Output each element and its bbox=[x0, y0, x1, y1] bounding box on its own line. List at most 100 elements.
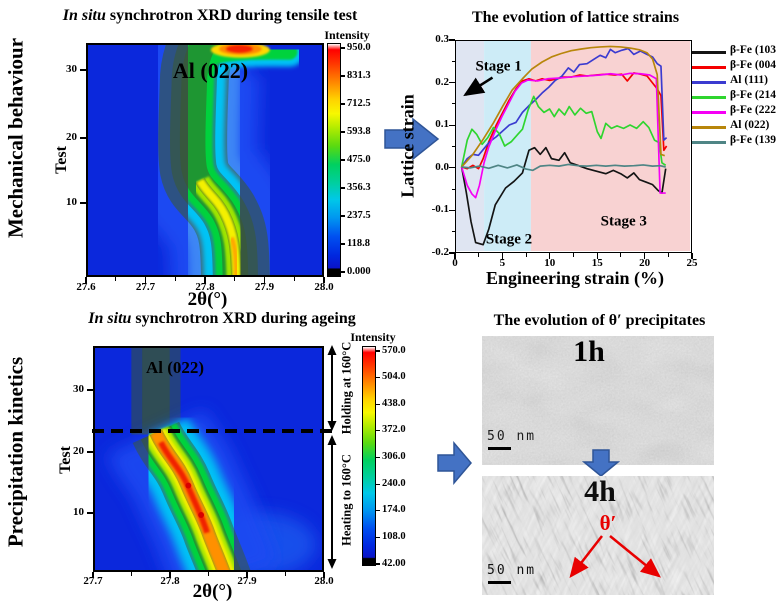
y-tick-label: 30 bbox=[66, 62, 77, 75]
arrow-ageing-to-tem bbox=[437, 441, 472, 485]
tem-4h-scalebar-label: 50 nm bbox=[487, 563, 537, 578]
tem-image-1h[interactable] bbox=[482, 336, 714, 465]
colorbar-tick-mark bbox=[341, 75, 345, 77]
y-tick-label: 0.2 bbox=[435, 75, 449, 88]
row-label-mechanical-behaviour: Mechanical behaviour bbox=[3, 37, 28, 239]
colorbar-tick-label: 372.0 bbox=[382, 424, 406, 436]
right-block-arrow-icon bbox=[437, 441, 472, 485]
tem-1h-scalebar-label: 50 nm bbox=[487, 429, 537, 444]
lattice-y-axis-label: Lattice strain bbox=[397, 94, 418, 198]
x-tick-label: 27.7 bbox=[83, 575, 103, 587]
y-minor-tick bbox=[451, 231, 455, 233]
tensile-colorbar-title: Intensity bbox=[324, 28, 370, 42]
row-label-precipitation-kinetics: Precipitation kinetics bbox=[3, 356, 28, 548]
y-tick-label: 0.1 bbox=[435, 118, 449, 131]
stage-label: Stage 2 bbox=[485, 231, 533, 248]
x-tick-label: 5 bbox=[499, 257, 506, 269]
series-line bbox=[460, 72, 666, 199]
x-minor-tick bbox=[525, 253, 527, 257]
x-tick-mark bbox=[263, 277, 266, 283]
legend-swatch bbox=[692, 51, 726, 54]
x-minor-tick bbox=[572, 253, 575, 257]
x-minor-tick bbox=[667, 253, 669, 257]
x-tick-label: 28.0 bbox=[314, 575, 334, 587]
colorbar-tick-mark bbox=[341, 103, 345, 105]
colorbar-tick-mark bbox=[376, 510, 380, 512]
colorbar-tick-label: 950.0 bbox=[347, 41, 371, 53]
lattice-strain-plot[interactable] bbox=[455, 40, 692, 253]
ageing-colorbar bbox=[362, 346, 376, 566]
y-tick-mark bbox=[87, 512, 93, 514]
ageing-stage-arrows bbox=[327, 345, 337, 569]
tensile-x-axis-label: 2θ(°) bbox=[187, 289, 228, 310]
stage1-pointer-arrow bbox=[463, 76, 494, 97]
colorbar-tick-label: 593.8 bbox=[347, 125, 371, 137]
y-minor-tick bbox=[451, 188, 455, 190]
series-line bbox=[461, 163, 666, 172]
tensile-title-italic: In situ bbox=[62, 7, 106, 24]
y-tick-mark bbox=[449, 167, 455, 169]
y-tick-label: 10 bbox=[66, 196, 77, 209]
ageing-dashed-line bbox=[92, 429, 338, 433]
tensile-y-axis-label: Test bbox=[53, 146, 70, 174]
legend-label: Al (022) bbox=[730, 119, 770, 131]
colorbar-tick-label: 831.3 bbox=[347, 69, 371, 81]
colorbar-tick-label: 0.000 bbox=[347, 265, 371, 277]
y-tick-label: 0.3 bbox=[435, 33, 449, 45]
colorbar-tick-mark bbox=[376, 536, 380, 538]
x-tick-label: 25 bbox=[686, 257, 698, 269]
y-minor-tick bbox=[451, 145, 455, 148]
x-tick-label: 0 bbox=[452, 257, 458, 269]
ageing-contour-plot[interactable]: Al (022) bbox=[93, 346, 324, 572]
y-tick-mark bbox=[449, 209, 455, 212]
colorbar-tick-mark bbox=[341, 271, 345, 273]
x-tick-label: 10 bbox=[544, 257, 556, 269]
legend-label: β-Fe (139) bbox=[730, 134, 776, 146]
colorbar-tick-label: 174.0 bbox=[382, 504, 406, 516]
x-tick-label: 27.6 bbox=[76, 281, 96, 293]
legend-label: β-Fe (222) bbox=[730, 104, 776, 116]
tem-4h-crosshatch bbox=[482, 476, 714, 595]
tem-1h-mottle bbox=[482, 336, 714, 465]
colorbar-tick-mark bbox=[376, 483, 380, 485]
y-tick-mark bbox=[80, 202, 86, 204]
tensile-contour-plot[interactable]: Al (022) bbox=[86, 43, 324, 277]
x-tick-label: 27.9 bbox=[254, 281, 275, 293]
x-tick-mark bbox=[596, 253, 598, 259]
colorbar-tick-mark bbox=[341, 131, 345, 133]
x-tick-mark bbox=[549, 253, 551, 259]
x-tick-label: 27.8 bbox=[160, 575, 180, 587]
lattice-x-axis-label: Engineering strain (%) bbox=[486, 268, 664, 288]
x-minor-tick bbox=[174, 277, 176, 281]
x-minor-tick bbox=[620, 253, 622, 257]
ageing-title-rest: synchrotron XRD during ageing bbox=[131, 310, 356, 327]
y-tick-mark bbox=[80, 137, 86, 139]
x-tick-label: 27.9 bbox=[237, 575, 257, 587]
x-tick-mark bbox=[169, 572, 171, 578]
lattice-panel-title: The evolution of lattice strains bbox=[471, 9, 680, 26]
y-tick-label: -0.1 bbox=[431, 203, 449, 216]
y-tick-label: 0.0 bbox=[435, 160, 449, 173]
colorbar-tick-label: 240.0 bbox=[382, 477, 406, 489]
tensile-panel-title: In situ synchrotron XRD during tensile t… bbox=[30, 7, 390, 25]
colorbar-tick-mark bbox=[341, 215, 345, 217]
theta-prime-label: θ′ bbox=[599, 511, 617, 535]
colorbar-tick-label: 356.3 bbox=[347, 181, 371, 193]
legend-swatch bbox=[692, 111, 726, 114]
colorbar-tick-mark bbox=[341, 47, 345, 49]
heating-label: Heating to 160°C bbox=[339, 454, 354, 546]
colorbar-tick-mark bbox=[341, 159, 345, 161]
tem-4h-label: 4h bbox=[584, 475, 616, 508]
legend-swatch bbox=[692, 141, 726, 144]
tensile-title-rest: synchrotron XRD during tensile test bbox=[105, 7, 358, 24]
colorbar-tick-mark bbox=[376, 563, 380, 565]
colorbar-tick-label: 504.0 bbox=[382, 371, 406, 383]
tem-4h-scalebar bbox=[488, 581, 511, 584]
y-tick-mark bbox=[449, 252, 455, 254]
colorbar-tick-label: 712.5 bbox=[347, 97, 371, 109]
x-minor-tick bbox=[115, 277, 117, 281]
colorbar-tick-label: 237.5 bbox=[347, 209, 371, 221]
tensile-peak-annotation: Al (022) bbox=[172, 58, 249, 83]
x-tick-label: 28.0 bbox=[314, 281, 334, 293]
